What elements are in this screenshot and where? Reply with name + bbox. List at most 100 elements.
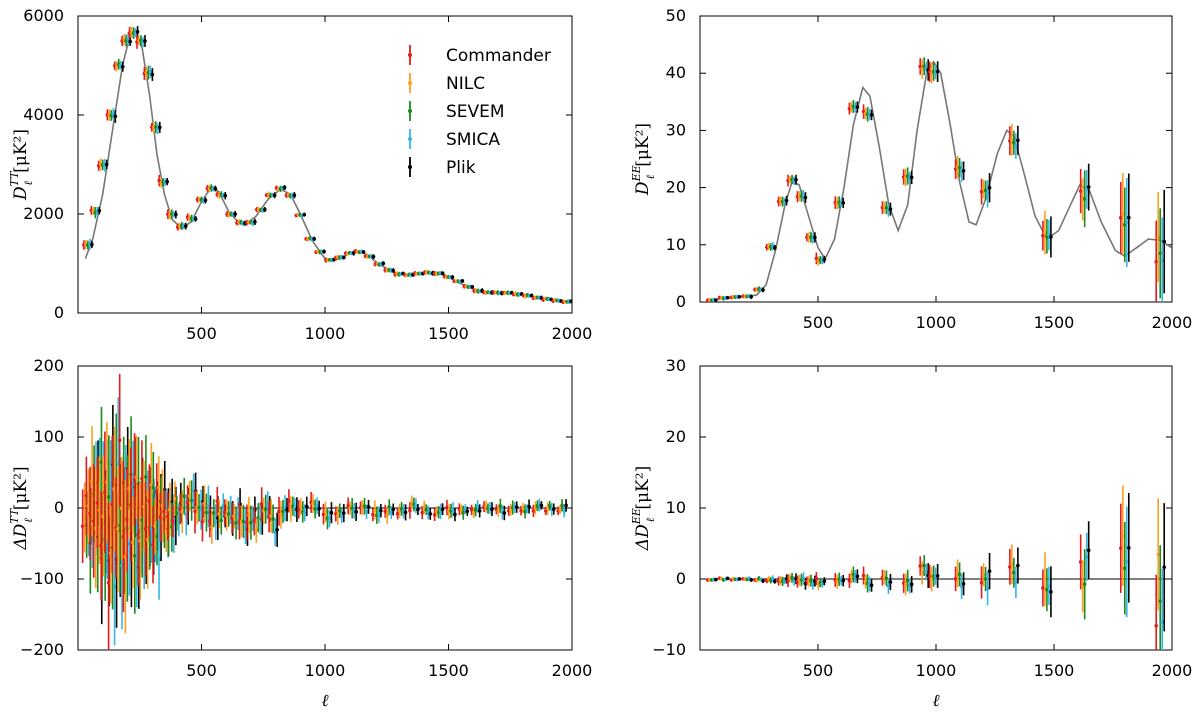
- data-point-plik: [366, 505, 371, 509]
- data-point-plik: [761, 288, 765, 292]
- data-point-sevem: [1012, 140, 1016, 145]
- data-point-plik: [502, 511, 507, 515]
- data-point-plik: [342, 255, 346, 260]
- panel-tt: 500 1000 1500 2000 0 2000 4000 6000 DTTℓ[μK²] Com…: [8, 6, 592, 343]
- data-point-plik: [174, 212, 178, 217]
- data-point-commander: [166, 514, 170, 519]
- data-point-smica: [1014, 580, 1018, 585]
- y-tick-label: 20: [666, 178, 686, 197]
- data-point-nilc: [86, 504, 91, 508]
- data-point-plik: [165, 179, 170, 184]
- data-point-nilc: [232, 514, 236, 519]
- data-point-plik: [761, 579, 765, 583]
- data-point-sevem: [983, 577, 988, 581]
- data-point-plik: [354, 510, 358, 514]
- y-tick-label: 0: [676, 569, 686, 588]
- data-point-plik: [233, 212, 237, 216]
- data-point-commander: [861, 573, 866, 578]
- data-point-plik: [1127, 215, 1131, 220]
- y-tick-label: 100: [33, 427, 64, 446]
- data-point-plik: [855, 574, 860, 579]
- data-point-plik: [253, 220, 257, 224]
- data-point-plik: [440, 507, 445, 512]
- data-point-plik: [869, 583, 874, 587]
- data-point-smica: [340, 514, 344, 518]
- data-point-commander: [979, 580, 984, 585]
- data-point-nilc: [82, 515, 87, 520]
- marks-dtt: [78, 373, 572, 650]
- data-point-commander: [383, 509, 388, 514]
- data-point-commander: [519, 508, 523, 513]
- data-point-plik: [391, 507, 396, 512]
- data-point-sevem: [1045, 587, 1049, 592]
- data-point-smica: [148, 69, 153, 74]
- data-point-sevem: [226, 512, 231, 516]
- data-point-commander: [106, 580, 111, 585]
- x-tick-label: 1000: [305, 661, 346, 680]
- data-point-plik: [223, 193, 228, 198]
- data-point-sevem: [175, 511, 179, 516]
- data-point-plik: [490, 507, 494, 511]
- data-point-plik: [1162, 565, 1166, 570]
- data-point-sevem: [884, 206, 889, 210]
- data-point-commander: [445, 505, 449, 510]
- data-point-nilc: [311, 501, 315, 506]
- x-tick-label: 1500: [1034, 313, 1075, 332]
- data-point-plik: [714, 577, 718, 582]
- data-point-plik: [749, 294, 753, 299]
- data-point-nilc: [187, 494, 192, 498]
- data-point-plik: [193, 217, 198, 221]
- data-point-plik: [529, 293, 534, 298]
- y-axis-label: DEEℓ[μK²]: [630, 123, 657, 196]
- x-axis-label: ℓ: [321, 691, 328, 711]
- data-point-plik: [749, 578, 753, 582]
- data-point-plik: [371, 254, 376, 259]
- data-point-sevem: [387, 505, 392, 509]
- data-point-nilc: [1043, 577, 1047, 581]
- y-tick-label: 50: [666, 6, 686, 25]
- data-point-nilc: [217, 512, 222, 516]
- legend-label-smica: SMICA: [446, 130, 500, 150]
- panel-dtt: 500 1000 1500 2000 −200 −100 0 100 200 ΔDTTℓ[μK²]…: [8, 356, 592, 711]
- data-point-plik: [551, 507, 556, 511]
- data-point-smica: [959, 584, 964, 589]
- data-point-plik: [361, 250, 366, 254]
- data-point-nilc: [471, 510, 476, 515]
- data-point-commander: [162, 509, 166, 514]
- data-point-nilc: [1010, 562, 1014, 567]
- data-point-plik: [813, 235, 817, 240]
- data-point-nilc: [131, 540, 135, 545]
- data-point-commander: [1041, 233, 1045, 238]
- x-tick-label: 1500: [1034, 661, 1075, 680]
- data-point-commander: [121, 534, 126, 539]
- y-tick-label: 200: [33, 356, 64, 375]
- y-tick-label: −100: [20, 569, 64, 588]
- data-point-nilc: [1043, 230, 1047, 235]
- data-point-nilc: [903, 582, 908, 587]
- data-point-smica: [111, 112, 116, 116]
- data-point-commander: [814, 256, 819, 261]
- data-point-nilc: [116, 527, 120, 531]
- legend-label-nilc: NILC: [446, 74, 485, 94]
- y-tick-label: −200: [20, 640, 64, 659]
- data-point-nilc: [373, 508, 377, 512]
- data-point-plik: [841, 201, 846, 205]
- data-point-plik: [312, 237, 316, 241]
- panel-ee: 500 1000 1500 2000 0 10 20 30 40 50 DEEℓ[μK²]: [630, 6, 1192, 332]
- data-point-sevem: [905, 578, 910, 583]
- data-point-plik: [329, 510, 334, 515]
- y-tick-label: 20: [666, 427, 686, 446]
- data-point-sevem: [219, 518, 224, 523]
- data-point-plik: [440, 271, 445, 276]
- y-axis-label: ΔDTTℓ[μK²]: [8, 466, 35, 550]
- data-point-commander: [95, 501, 100, 505]
- data-point-commander: [953, 577, 958, 581]
- data-point-commander: [143, 526, 148, 531]
- data-point-sevem: [107, 495, 111, 499]
- data-point-plik: [135, 29, 140, 34]
- data-point-sevem: [424, 507, 429, 512]
- data-point-nilc: [385, 513, 390, 518]
- x-tick-label: 2000: [552, 324, 593, 343]
- data-point-plik: [272, 193, 277, 198]
